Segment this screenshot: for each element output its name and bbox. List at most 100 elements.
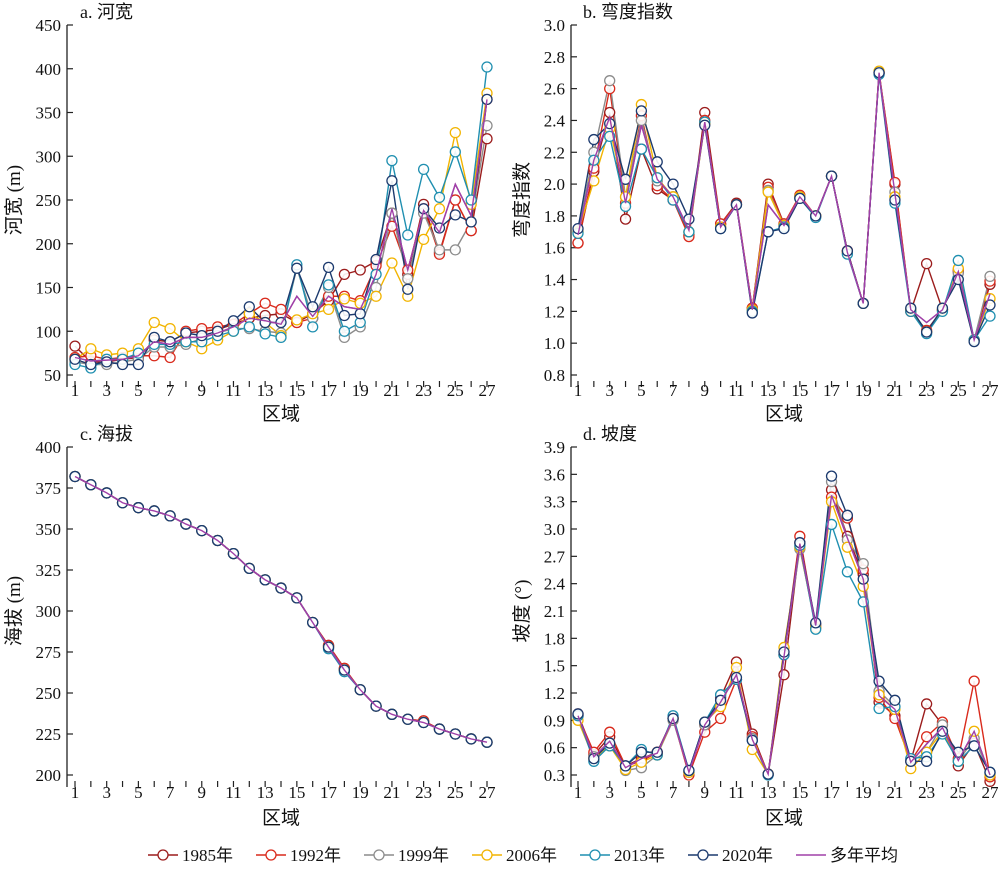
y-tick-label: 0.9 bbox=[544, 711, 565, 730]
data-point bbox=[338, 268, 351, 281]
data-point bbox=[402, 229, 414, 241]
legend-label: 多年平均 bbox=[830, 846, 898, 865]
x-tick-label: 21 bbox=[383, 783, 400, 802]
x-tick-label: 21 bbox=[383, 381, 400, 400]
x-tick-label: 25 bbox=[950, 381, 967, 400]
y-tick-label: 375 bbox=[36, 479, 62, 498]
panel-b: b. 弯度指数 0.8 1.0 1.2 1.4 1.6 1.8 2.0 2.2 2.4 2.6 2.8… bbox=[511, 2, 999, 425]
data-point bbox=[307, 301, 319, 313]
data-point bbox=[196, 329, 208, 342]
x-tick-label: 25 bbox=[447, 783, 464, 802]
x-tick-label: 13 bbox=[760, 783, 777, 802]
data-point bbox=[604, 726, 616, 738]
data-point bbox=[69, 340, 81, 352]
y-tick-label: 450 bbox=[36, 16, 62, 35]
x-tick-label: 3 bbox=[605, 783, 614, 802]
series-line-mean bbox=[74, 475, 488, 743]
data-point bbox=[920, 731, 933, 743]
data-point bbox=[322, 303, 335, 316]
data-point bbox=[259, 316, 271, 329]
y-tick-label: 275 bbox=[36, 643, 62, 662]
data-point bbox=[825, 518, 838, 531]
series-line-1999年 bbox=[74, 475, 488, 743]
legend-marker bbox=[697, 849, 709, 861]
data-point bbox=[338, 325, 351, 337]
x-tick-label: 19 bbox=[352, 381, 369, 400]
x-tick-label: 9 bbox=[701, 783, 710, 802]
data-point bbox=[572, 708, 584, 720]
data-point bbox=[180, 327, 192, 339]
data-point bbox=[762, 226, 774, 238]
series-line-2020年 bbox=[74, 475, 488, 743]
series-line-2006年 bbox=[74, 475, 488, 743]
series-line-mean bbox=[577, 495, 991, 777]
x-tick-label: 7 bbox=[166, 783, 175, 802]
data-point bbox=[465, 194, 477, 206]
y-tick-label: 1.6 bbox=[544, 239, 565, 258]
data-point bbox=[402, 283, 414, 295]
series-line-2020年 bbox=[577, 475, 991, 777]
data-point bbox=[354, 308, 366, 320]
series-line-2013年 bbox=[74, 475, 488, 743]
data-point bbox=[604, 75, 616, 87]
x-tick-label: 13 bbox=[257, 783, 274, 802]
x-tick-label: 5 bbox=[637, 783, 646, 802]
y-tick-label: 1.5 bbox=[544, 657, 565, 676]
x-axis-label: 区域 bbox=[262, 807, 300, 829]
legend-marker bbox=[481, 849, 493, 861]
data-point bbox=[259, 328, 271, 340]
x-tick-label: 11 bbox=[225, 783, 241, 802]
legend-marker bbox=[265, 849, 277, 861]
panel-title: c. 海拔 bbox=[80, 424, 133, 444]
data-point bbox=[417, 233, 430, 246]
data-point bbox=[243, 321, 255, 333]
data-point bbox=[275, 303, 287, 316]
x-tick-label: 17 bbox=[320, 783, 338, 802]
data-point bbox=[101, 356, 113, 368]
legend-item: 2020年 bbox=[688, 846, 773, 865]
data-point bbox=[588, 752, 600, 765]
x-tick-label: 1 bbox=[574, 783, 583, 802]
x-tick-label: 15 bbox=[791, 381, 808, 400]
data-point bbox=[116, 358, 129, 371]
x-tick-label: 27 bbox=[982, 381, 1000, 400]
y-tick-label: 50 bbox=[44, 366, 61, 385]
data-point bbox=[619, 213, 632, 225]
data-point bbox=[243, 301, 255, 313]
legend-marker bbox=[157, 849, 169, 861]
y-tick-label: 250 bbox=[36, 191, 62, 210]
legend-label: 1985年 bbox=[182, 846, 233, 865]
legend-item: 多年平均 bbox=[796, 846, 898, 865]
data-point bbox=[635, 114, 648, 127]
data-point bbox=[449, 146, 461, 158]
y-tick-label: 150 bbox=[36, 279, 62, 298]
series-line-1985年 bbox=[74, 475, 488, 743]
x-tick-label: 21 bbox=[886, 783, 903, 802]
x-tick-label: 19 bbox=[855, 783, 872, 802]
series-line-1999年 bbox=[577, 481, 991, 777]
x-tick-label: 27 bbox=[982, 783, 1000, 802]
data-point bbox=[699, 716, 711, 728]
data-point bbox=[873, 675, 885, 687]
data-point bbox=[338, 309, 351, 322]
data-point bbox=[370, 290, 382, 302]
x-tick-label: 15 bbox=[791, 783, 808, 802]
data-point bbox=[322, 279, 335, 291]
y-tick-label: 1.2 bbox=[544, 684, 565, 703]
data-point bbox=[889, 694, 901, 706]
data-point bbox=[354, 264, 366, 276]
data-point bbox=[920, 698, 933, 710]
x-tick-label: 1 bbox=[71, 783, 80, 802]
y-tick-label: 0.8 bbox=[544, 366, 565, 385]
data-point bbox=[465, 216, 477, 228]
data-point bbox=[778, 222, 790, 235]
data-point bbox=[449, 209, 461, 221]
data-point bbox=[386, 154, 398, 167]
x-tick-label: 13 bbox=[760, 381, 777, 400]
y-tick-label: 1.8 bbox=[544, 207, 565, 226]
x-tick-label: 3 bbox=[102, 783, 111, 802]
x-tick-label: 5 bbox=[134, 381, 143, 400]
y-axis-label: 海拔 (m) bbox=[3, 576, 25, 646]
data-point bbox=[433, 244, 446, 256]
